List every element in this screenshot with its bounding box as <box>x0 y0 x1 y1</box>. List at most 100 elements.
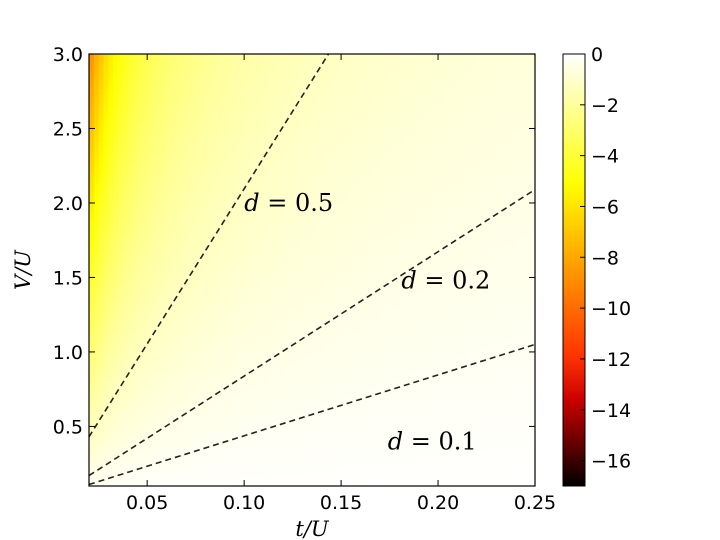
heatmap-cell <box>89 144 95 150</box>
heatmap-cell <box>156 434 163 440</box>
heatmap-cell <box>282 343 289 349</box>
heatmap-cell <box>302 222 308 228</box>
heatmap-cell <box>127 105 134 111</box>
heatmap-cell <box>89 412 95 418</box>
heatmap-cell <box>302 416 308 422</box>
heatmap-cell <box>181 308 187 314</box>
heatmap-cell <box>103 136 109 141</box>
heatmap-cell <box>98 183 105 189</box>
heatmap-cell <box>89 360 95 366</box>
heatmap-cell <box>326 304 332 310</box>
heatmap-cell <box>307 278 313 284</box>
heatmap-cell <box>282 153 289 159</box>
heatmap-cell <box>156 218 163 224</box>
heatmap-cell <box>302 101 308 107</box>
heatmap-cell <box>263 226 269 232</box>
heatmap-cell <box>302 192 308 198</box>
heatmap-cell <box>239 347 245 353</box>
heatmap-cell <box>205 304 211 310</box>
heatmap-cell <box>224 434 231 440</box>
heatmap-cell <box>147 295 153 301</box>
heatmap-cell <box>268 131 274 137</box>
heatmap-cell <box>132 157 139 163</box>
heatmap-cell <box>278 382 284 388</box>
heatmap-cell <box>321 313 328 319</box>
heatmap-cell <box>321 62 328 68</box>
heatmap-cell <box>282 352 289 357</box>
heatmap-cell <box>205 395 211 401</box>
heatmap-cell <box>273 79 279 85</box>
heatmap-cell <box>156 278 163 284</box>
heatmap-cell <box>292 360 299 366</box>
heatmap-cell <box>297 429 303 435</box>
heatmap-cell <box>219 58 226 64</box>
heatmap-cell <box>244 58 250 64</box>
heatmap-cell <box>239 265 245 271</box>
heatmap-cell <box>224 468 231 474</box>
heatmap-cell <box>287 274 294 280</box>
heatmap-cell <box>253 313 260 319</box>
heatmap-cell <box>282 157 289 163</box>
heatmap-cell <box>258 434 265 440</box>
heatmap-cell <box>122 105 129 111</box>
heatmap-cell <box>258 425 265 431</box>
heatmap-cell <box>215 183 221 189</box>
heatmap-cell <box>142 274 148 280</box>
heatmap-cell <box>142 226 148 232</box>
heatmap-cell <box>219 257 226 262</box>
heatmap-cell <box>215 235 221 241</box>
heatmap-cell <box>142 442 148 448</box>
heatmap-cell <box>282 58 289 64</box>
heatmap-cell <box>268 244 274 249</box>
heatmap-cell <box>181 114 187 120</box>
heatmap-cell <box>103 248 109 254</box>
heatmap-cell <box>171 390 177 396</box>
heatmap-cell <box>224 373 231 379</box>
heatmap-cell <box>176 399 182 405</box>
heatmap-cell <box>185 438 192 444</box>
heatmap-cell <box>137 149 143 154</box>
heatmap-cell <box>142 447 148 453</box>
heatmap-cell <box>147 334 153 340</box>
heatmap-cell <box>273 75 279 81</box>
heatmap-cell <box>195 239 202 245</box>
heatmap-cell <box>253 321 260 327</box>
heatmap-cell <box>156 300 163 306</box>
heatmap-cell <box>253 157 260 163</box>
heatmap-cell <box>103 382 109 388</box>
heatmap-cell <box>166 118 173 124</box>
heatmap-cell <box>176 477 182 483</box>
heatmap-cell <box>278 326 284 332</box>
heatmap-cell <box>122 442 129 448</box>
heatmap-cell <box>181 317 187 323</box>
heatmap-cell <box>190 205 197 211</box>
heatmap-cell <box>229 373 236 379</box>
heatmap-cell <box>239 408 245 414</box>
heatmap-cell <box>292 365 299 370</box>
heatmap-cell <box>224 360 231 366</box>
heatmap-cell <box>224 226 231 232</box>
heatmap-cell <box>278 140 284 146</box>
heatmap-cell <box>98 257 105 262</box>
heatmap-cell <box>205 416 211 422</box>
heatmap-cell <box>316 378 323 383</box>
heatmap-cell <box>132 71 139 77</box>
heatmap-cell <box>127 140 134 146</box>
heatmap-cell <box>127 149 134 154</box>
heatmap-cell <box>108 192 114 198</box>
heatmap-cell <box>263 408 269 414</box>
heatmap-cell <box>244 144 250 150</box>
heatmap-cell <box>292 62 299 68</box>
heatmap-cell <box>307 84 313 90</box>
heatmap-cell <box>278 97 284 103</box>
heatmap-cell <box>166 270 173 275</box>
heatmap-cell <box>224 153 231 159</box>
heatmap-cell <box>258 218 265 224</box>
heatmap-cell <box>278 118 284 124</box>
heatmap-cell <box>282 187 289 193</box>
heatmap-cell <box>219 416 226 422</box>
heatmap-cell <box>297 317 303 323</box>
heatmap-cell <box>190 390 197 396</box>
heatmap-cell <box>190 287 197 293</box>
heatmap-cell <box>185 84 192 90</box>
